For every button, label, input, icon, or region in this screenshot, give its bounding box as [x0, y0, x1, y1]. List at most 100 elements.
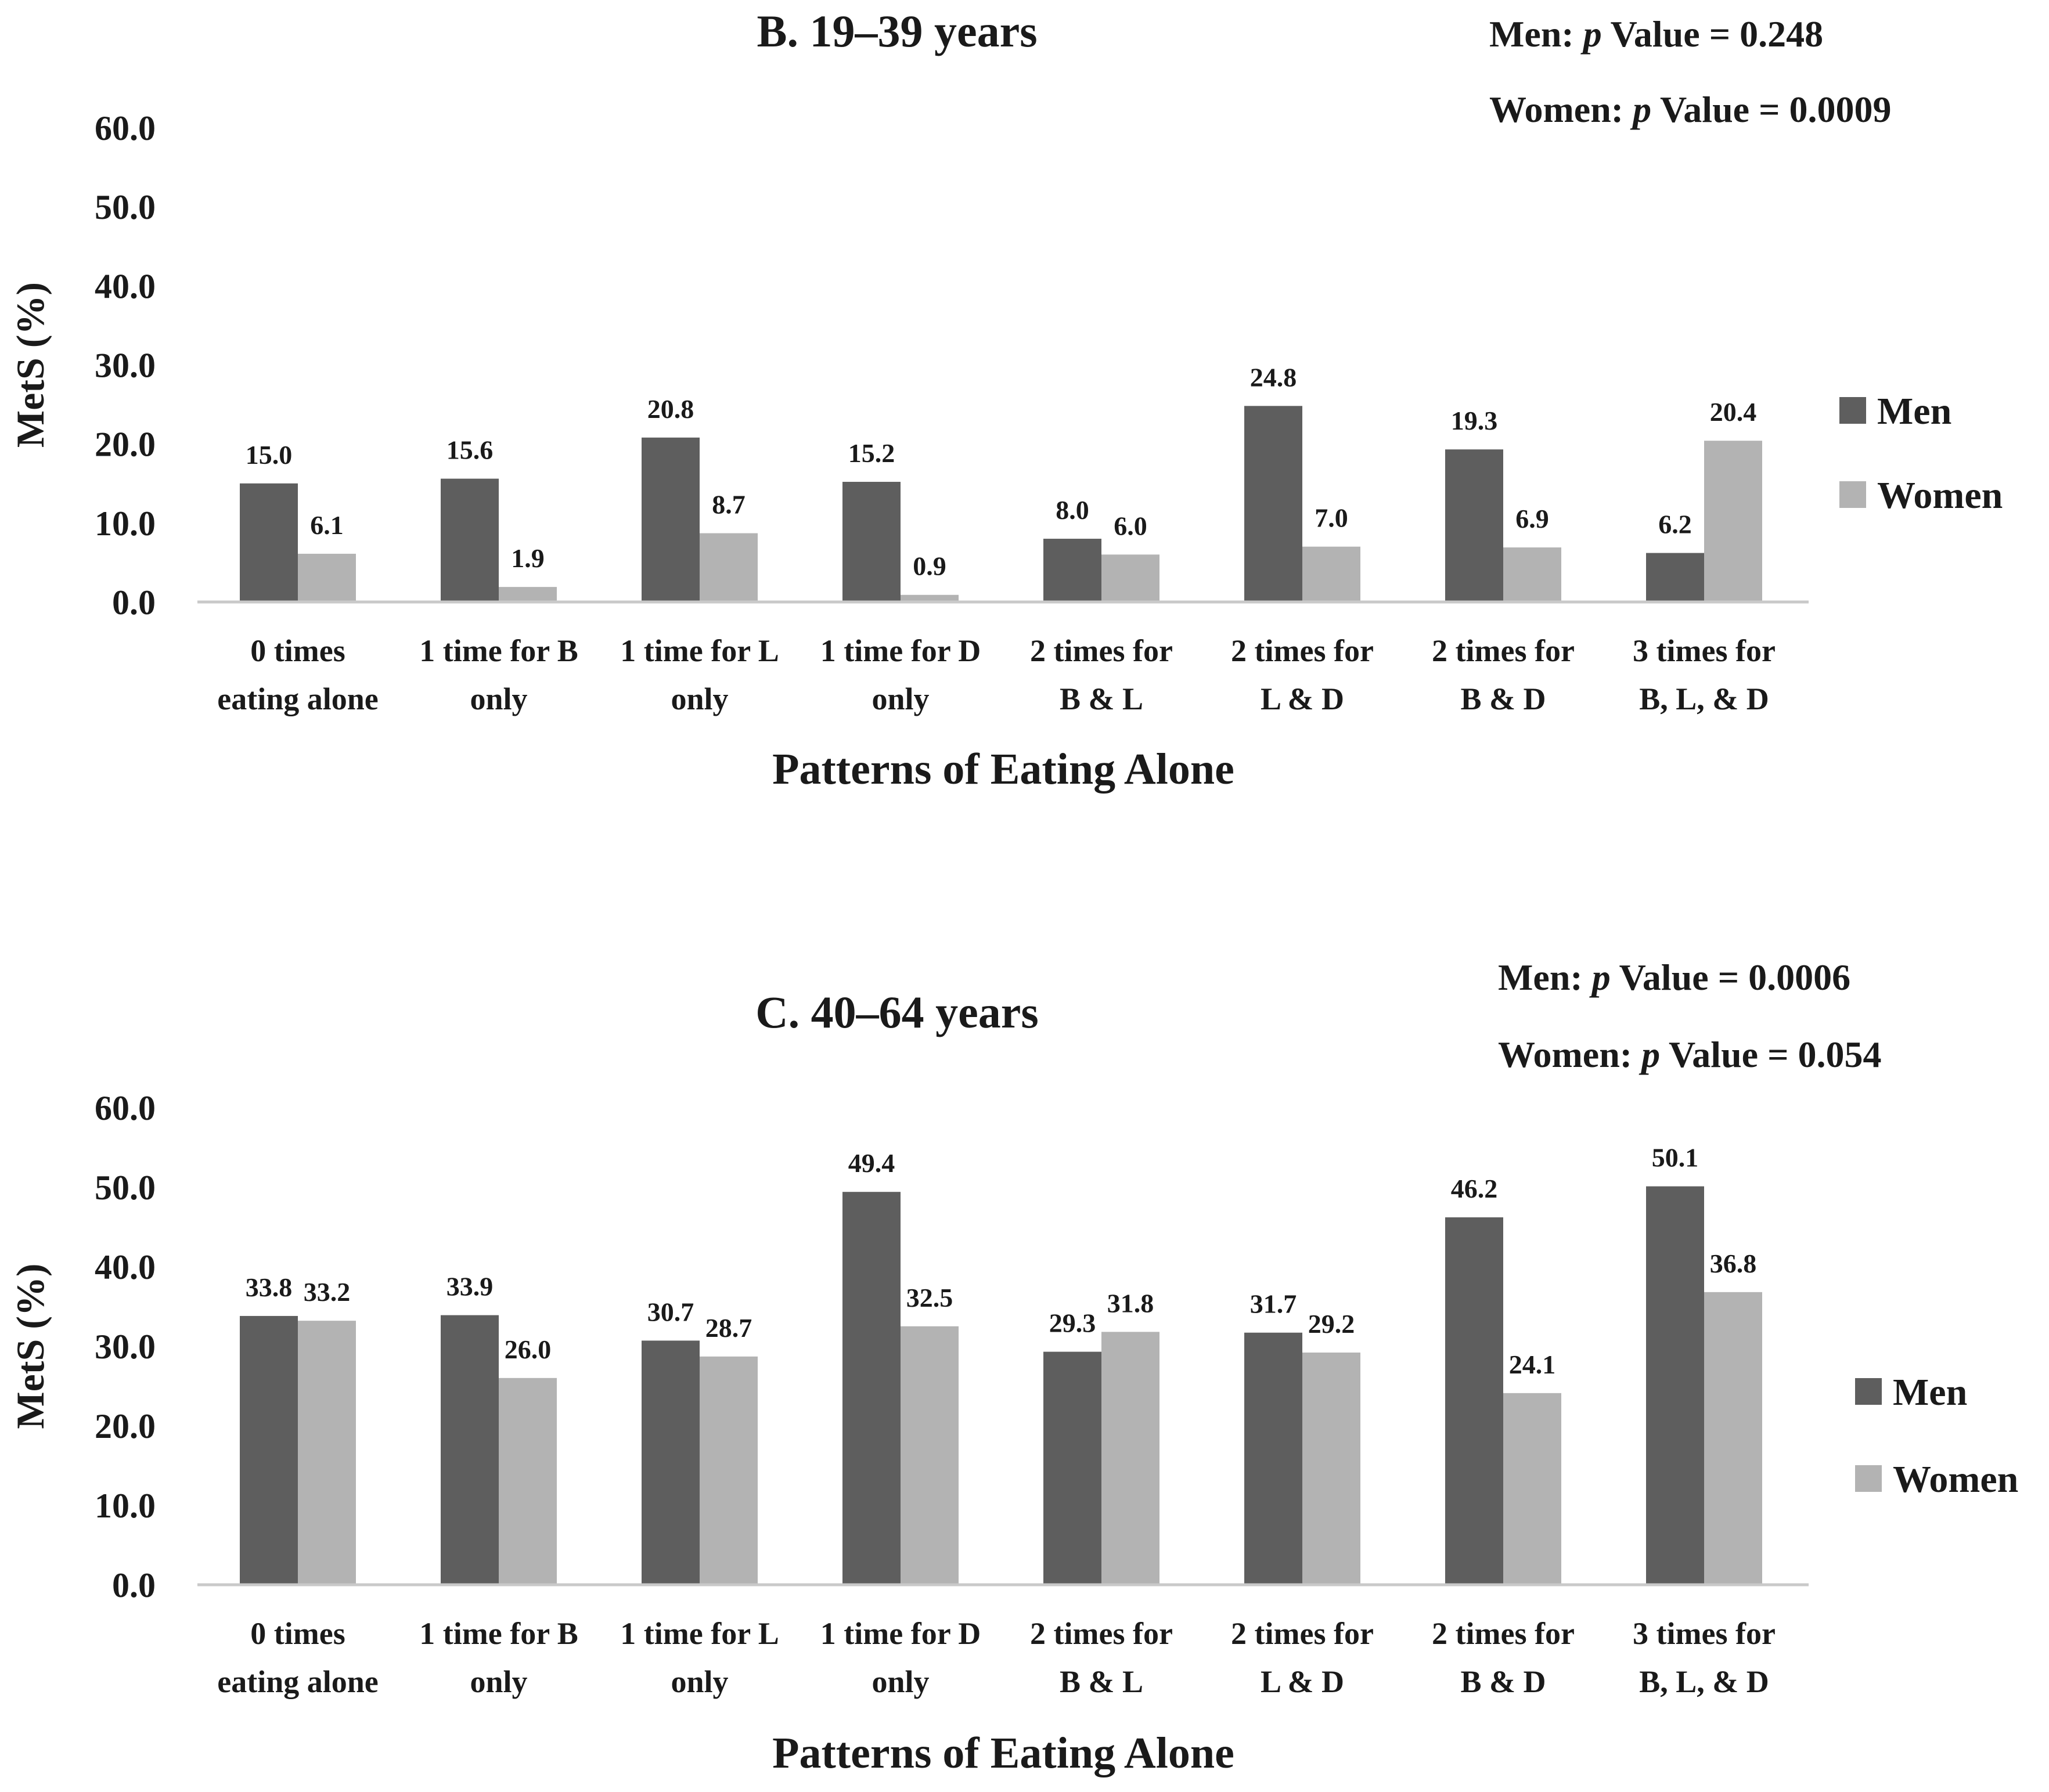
- x-tick-label: 0 times: [250, 633, 345, 668]
- annotation-p: p: [1639, 1034, 1660, 1075]
- data-label: 24.1: [1509, 1350, 1556, 1379]
- data-label: 1.9: [511, 543, 545, 573]
- y-tick-label: 20.0: [95, 1407, 156, 1445]
- data-label: 20.8: [647, 394, 694, 424]
- p-value-annotation: Women: p Value = 0.054: [1498, 1034, 1882, 1075]
- data-label: 33.9: [446, 1272, 494, 1301]
- data-label: 0.9: [913, 551, 946, 581]
- data-label: 8.7: [712, 490, 746, 520]
- x-tick-label: 2 times for: [1030, 1616, 1173, 1651]
- x-tick-label: 1 time for D: [820, 633, 981, 668]
- data-label: 49.4: [848, 1148, 895, 1178]
- p-value-annotation: Women: p Value = 0.0009: [1489, 89, 1892, 130]
- bar-men: [240, 1315, 298, 1585]
- x-tick-label: eating alone: [217, 1664, 379, 1699]
- y-axis-label: MetS (%): [8, 1263, 52, 1429]
- data-label: 15.0: [246, 440, 293, 470]
- y-tick-label: 30.0: [95, 1328, 156, 1366]
- x-axis-label: Patterns of Eating Alone: [772, 1729, 1234, 1777]
- legend-swatch-men: [1839, 397, 1866, 424]
- x-tick-label: only: [872, 1664, 929, 1699]
- data-label: 31.7: [1250, 1289, 1297, 1319]
- x-tick-label: 0 times: [250, 1616, 345, 1651]
- x-tick-label: 2 times for: [1231, 1616, 1374, 1651]
- bar-men: [642, 437, 700, 602]
- x-tick-label: only: [470, 1664, 527, 1699]
- x-tick-label: only: [470, 682, 527, 716]
- chart-title: B. 19–39 years: [757, 6, 1037, 56]
- data-label: 33.8: [246, 1272, 293, 1302]
- data-label: 15.6: [446, 435, 494, 465]
- data-label: 29.2: [1308, 1309, 1355, 1339]
- legend-swatch-women: [1855, 1465, 1882, 1492]
- data-label: 6.9: [1515, 504, 1549, 533]
- bar-men: [441, 478, 499, 602]
- x-axis-label: Patterns of Eating Alone: [772, 745, 1234, 794]
- bar-men: [1445, 1217, 1503, 1585]
- y-tick-label: 20.0: [95, 426, 156, 464]
- x-tick-label: only: [872, 682, 929, 716]
- y-tick-label: 10.0: [95, 1487, 156, 1525]
- bar-men: [1043, 1351, 1101, 1585]
- p-value-annotation: Men: p Value = 0.0006: [1498, 957, 1850, 998]
- data-label: 8.0: [1056, 495, 1089, 525]
- data-label: 6.1: [310, 510, 344, 540]
- legend-swatch-men: [1855, 1378, 1882, 1405]
- data-label: 20.4: [1710, 397, 1757, 427]
- x-tick-label: only: [671, 682, 728, 716]
- x-tick-label: 2 times for: [1432, 1616, 1575, 1651]
- bar-men: [1244, 406, 1302, 602]
- data-label: 50.1: [1652, 1143, 1699, 1173]
- annotation-value: Value = 0.054: [1660, 1034, 1881, 1075]
- bar-women: [1704, 1292, 1762, 1585]
- bar-women: [499, 587, 557, 602]
- data-label: 46.2: [1451, 1174, 1498, 1203]
- annotation-value: Value = 0.0009: [1651, 89, 1891, 130]
- bar-women: [1302, 546, 1360, 602]
- annotation-value: Value = 0.0006: [1611, 957, 1850, 998]
- bar-men: [240, 483, 298, 602]
- x-tick-label: eating alone: [217, 682, 379, 716]
- bar-women: [1101, 1332, 1159, 1585]
- data-label: 32.5: [906, 1283, 953, 1313]
- chart-title: C. 40–64 years: [755, 987, 1038, 1037]
- x-tick-label: B, L, & D: [1639, 682, 1769, 716]
- annotation-sex: Women:: [1498, 1034, 1641, 1075]
- y-tick-label: 0.0: [112, 583, 156, 622]
- x-tick-label: 1 time for D: [820, 1616, 981, 1651]
- bar-women: [1302, 1352, 1360, 1585]
- annotation-value: Value = 0.248: [1602, 13, 1823, 55]
- bar-men: [1043, 539, 1101, 602]
- x-tick-label: only: [671, 1664, 728, 1699]
- legend-label-men: Men: [1877, 390, 1951, 432]
- x-tick-label: 1 time for L: [620, 633, 779, 668]
- x-tick-label: B, L, & D: [1639, 1664, 1769, 1699]
- legend: Men Women: [1855, 1371, 2018, 1501]
- x-tick-label: 1 time for B: [419, 1616, 578, 1651]
- bar-women: [298, 553, 356, 602]
- bar-men: [842, 482, 901, 602]
- annotation-sex: Men:: [1489, 13, 1583, 55]
- data-label: 30.7: [647, 1297, 694, 1326]
- chart-panel-1: B. 19–39 years Men: p Value = 0.248 Women:…: [8, 6, 2003, 794]
- data-label: 33.2: [304, 1277, 351, 1307]
- data-label: 7.0: [1315, 503, 1348, 533]
- x-tick-label: B & D: [1461, 1664, 1546, 1699]
- annotation-sex: Women:: [1489, 89, 1633, 130]
- x-tick-label: 2 times for: [1432, 633, 1575, 668]
- y-tick-label: 50.0: [95, 188, 156, 226]
- bar-women: [1503, 547, 1561, 602]
- legend: Men Women: [1839, 390, 2003, 517]
- data-label: 6.0: [1114, 511, 1147, 540]
- bar-women: [700, 1356, 758, 1585]
- annotation-p: p: [1580, 13, 1602, 55]
- x-tick-label: 2 times for: [1030, 633, 1173, 668]
- bar-women: [298, 1321, 356, 1585]
- data-label: 31.8: [1107, 1288, 1154, 1318]
- y-tick-label: 40.0: [95, 1248, 156, 1286]
- x-tick-label: 1 time for B: [419, 633, 578, 668]
- legend-label-women: Women: [1893, 1458, 2018, 1501]
- y-tick-label: 60.0: [95, 109, 156, 147]
